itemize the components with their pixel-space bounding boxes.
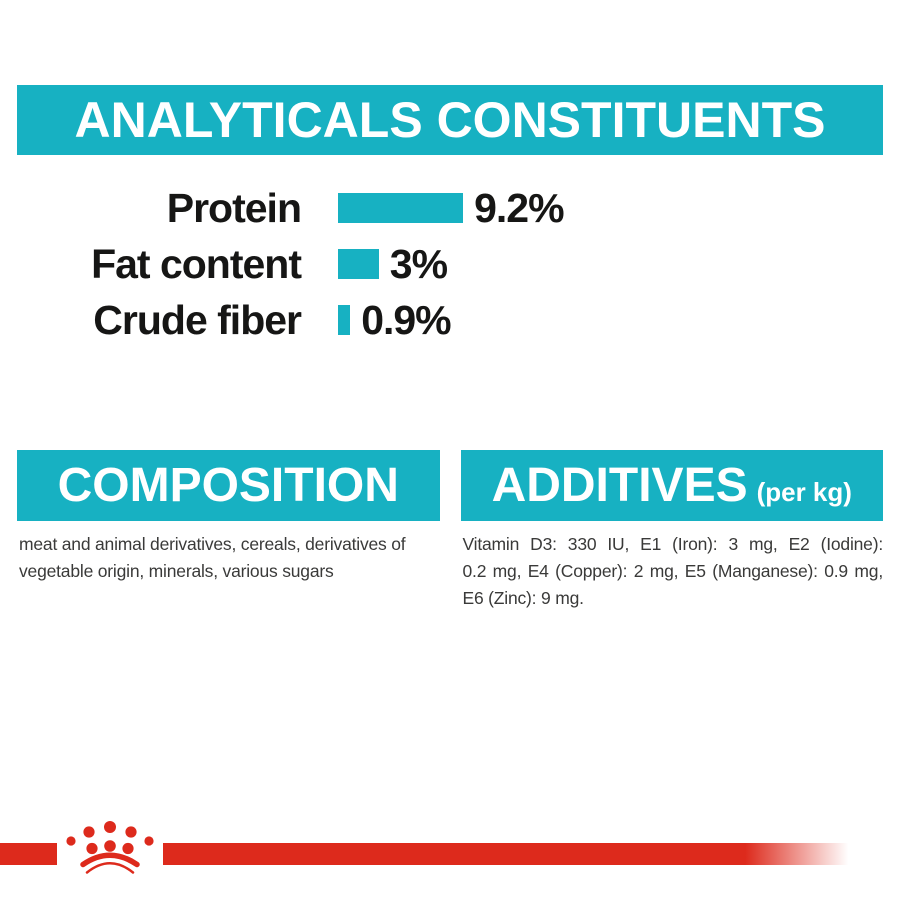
analytical-constituents-banner: ANALYTICALS CONSTITUENTS xyxy=(17,85,883,155)
chart-value-label: 9.2% xyxy=(474,184,564,231)
additives-unit-label: (per kg) xyxy=(756,477,852,507)
composition-section: COMPOSITION meat and animal derivatives,… xyxy=(17,450,440,612)
additives-title: ADDITIVES (per kg) xyxy=(491,459,852,512)
chart-bar xyxy=(338,193,464,223)
additives-banner: ADDITIVES (per kg) xyxy=(460,450,883,521)
red-stripe-right xyxy=(163,843,900,865)
chart-category-label: Protein xyxy=(166,184,302,231)
additives-text: Vitamin D3: 330 IU, E1 (Iron): 3 mg, E2 … xyxy=(461,531,884,612)
text-line: meat and animal derivatives, cereals, de… xyxy=(19,534,406,554)
analytical-constituents-title: ANALYTICALS CONSTITUENTS xyxy=(74,92,826,148)
additives-section: ADDITIVES (per kg) Vitamin D3: 330 IU, E1… xyxy=(460,450,884,612)
chart-value-label: 3% xyxy=(389,240,448,287)
chart-row: Fat content 3% xyxy=(0,241,900,287)
chart-category-label: Fat content xyxy=(91,240,302,287)
analytical-constituents-chart: Protein 9.2% Fat content 3% Crude fiber 0.9% xyxy=(0,185,900,353)
chart-row: Protein 9.2% xyxy=(0,185,900,231)
crown-dots xyxy=(66,821,154,855)
info-sections: COMPOSITION meat and animal derivatives,… xyxy=(17,450,883,612)
royal-canin-crown-logo xyxy=(66,821,154,874)
text-line: 0.2 mg, E4 (Copper): 2 mg, E5 (Manganese… xyxy=(462,561,884,581)
composition-banner: COMPOSITION xyxy=(17,450,440,521)
chart-value-label: 0.9% xyxy=(361,296,451,343)
chart-bar xyxy=(338,305,351,335)
crown-base-arcs xyxy=(80,852,140,874)
chart-row: Crude fiber 0.9% xyxy=(0,297,900,343)
composition-title: COMPOSITION xyxy=(57,459,399,512)
text-line: Vitamin D3: 330 IU, E1 (Iron): 3 mg, E2 … xyxy=(462,534,884,554)
chart-category-label: Crude fiber xyxy=(93,296,302,343)
red-stripe-left xyxy=(0,843,57,865)
text-line: vegetable origin, minerals, various suga… xyxy=(19,561,334,581)
composition-text: meat and animal derivatives, cereals, de… xyxy=(17,531,440,585)
chart-bar xyxy=(338,249,379,279)
text-line: E6 (Zinc): 9 mg. xyxy=(462,588,584,608)
